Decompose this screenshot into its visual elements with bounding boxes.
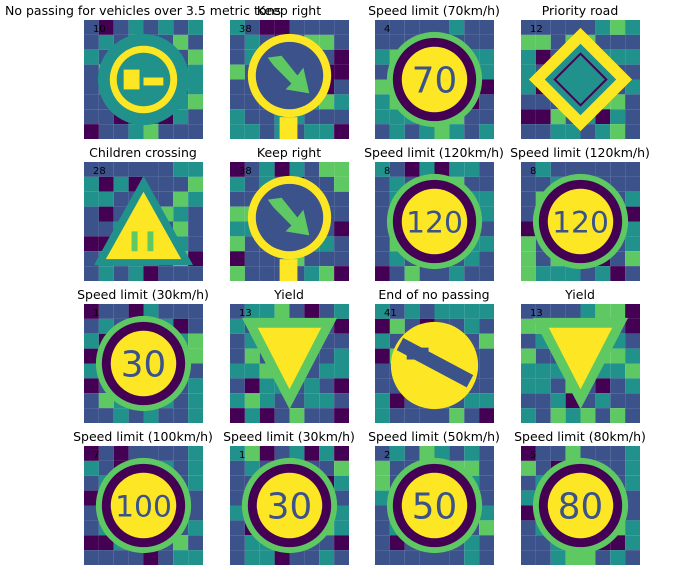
panel-title: Speed limit (30km/h) xyxy=(77,287,209,302)
svg-text:30: 30 xyxy=(267,486,312,527)
sign-image-keep-right: 38 xyxy=(230,162,349,281)
panel-title: Keep right xyxy=(256,145,322,160)
panel-title: Speed limit (120km/h) xyxy=(364,145,504,160)
panel-title: Speed limit (50km/h) xyxy=(368,429,500,444)
sign-image-speed-30: 30 1 xyxy=(84,304,203,423)
panel-title: Yield xyxy=(274,287,304,302)
panel-title: Speed limit (80km/h) xyxy=(514,429,646,444)
class-id-label: 12 xyxy=(530,24,543,35)
panel-title: Speed limit (120km/h) xyxy=(510,145,650,160)
class-id-label: 8 xyxy=(530,166,537,177)
class-id-label: 1 xyxy=(93,308,100,319)
sign-image-speed-120: 120 8 xyxy=(521,162,640,281)
class-id-label: 2 xyxy=(384,450,391,461)
svg-text:70: 70 xyxy=(412,60,457,101)
sign-image-speed-30: 30 1 xyxy=(230,446,349,565)
sign-image-yield: 13 xyxy=(230,304,349,423)
class-id-label: 28 xyxy=(93,166,106,177)
svg-text:120: 120 xyxy=(406,205,463,240)
panel-title: End of no passing xyxy=(378,287,490,302)
class-id-label: 5 xyxy=(530,450,537,461)
sign-image-speed-120: 120 8 xyxy=(375,162,494,281)
sign-image-speed-50: 50 2 xyxy=(375,446,494,565)
sign-image-keep-right: 38 xyxy=(230,20,349,139)
class-id-label: 4 xyxy=(384,24,391,35)
panel-title: Speed limit (70km/h) xyxy=(368,3,500,18)
class-id-label: 13 xyxy=(530,308,543,319)
panel-title: Speed limit (100km/h) xyxy=(73,429,213,444)
sign-image-speed-80: 80 5 xyxy=(521,446,640,565)
class-id-label: 41 xyxy=(384,308,397,319)
panel-title: Speed limit (30km/h) xyxy=(223,429,355,444)
panel-title: No passing for vehicles over 3.5 metric … xyxy=(5,3,281,18)
panel-title: Yield xyxy=(565,287,595,302)
class-id-label: 8 xyxy=(384,166,391,177)
class-id-label: 7 xyxy=(93,450,100,461)
svg-text:30: 30 xyxy=(121,344,166,385)
svg-text:100: 100 xyxy=(115,489,172,524)
class-id-label: 1 xyxy=(239,450,246,461)
class-id-label: 38 xyxy=(239,24,252,35)
svg-text:120: 120 xyxy=(552,205,609,240)
sign-image-speed-100: 100 7 xyxy=(84,446,203,565)
svg-text:50: 50 xyxy=(412,486,457,527)
panel-title: Children crossing xyxy=(89,145,197,160)
panel-title: Priority road xyxy=(541,3,619,18)
sign-image-yield: 13 xyxy=(521,304,640,423)
sign-image-end-no-passing: 41 xyxy=(375,304,494,423)
class-id-label: 10 xyxy=(93,24,106,35)
sign-image-speed-70: 70 4 xyxy=(375,20,494,139)
panel-title: Keep right xyxy=(256,3,322,18)
sign-image-children-crossing: 28 xyxy=(84,162,203,281)
sign-image-no-passing-trucks: 10 xyxy=(84,20,203,139)
sign-image-priority-road: 12 xyxy=(521,20,640,139)
class-id-label: 13 xyxy=(239,308,252,319)
svg-text:80: 80 xyxy=(558,486,603,527)
class-id-label: 38 xyxy=(239,166,252,177)
